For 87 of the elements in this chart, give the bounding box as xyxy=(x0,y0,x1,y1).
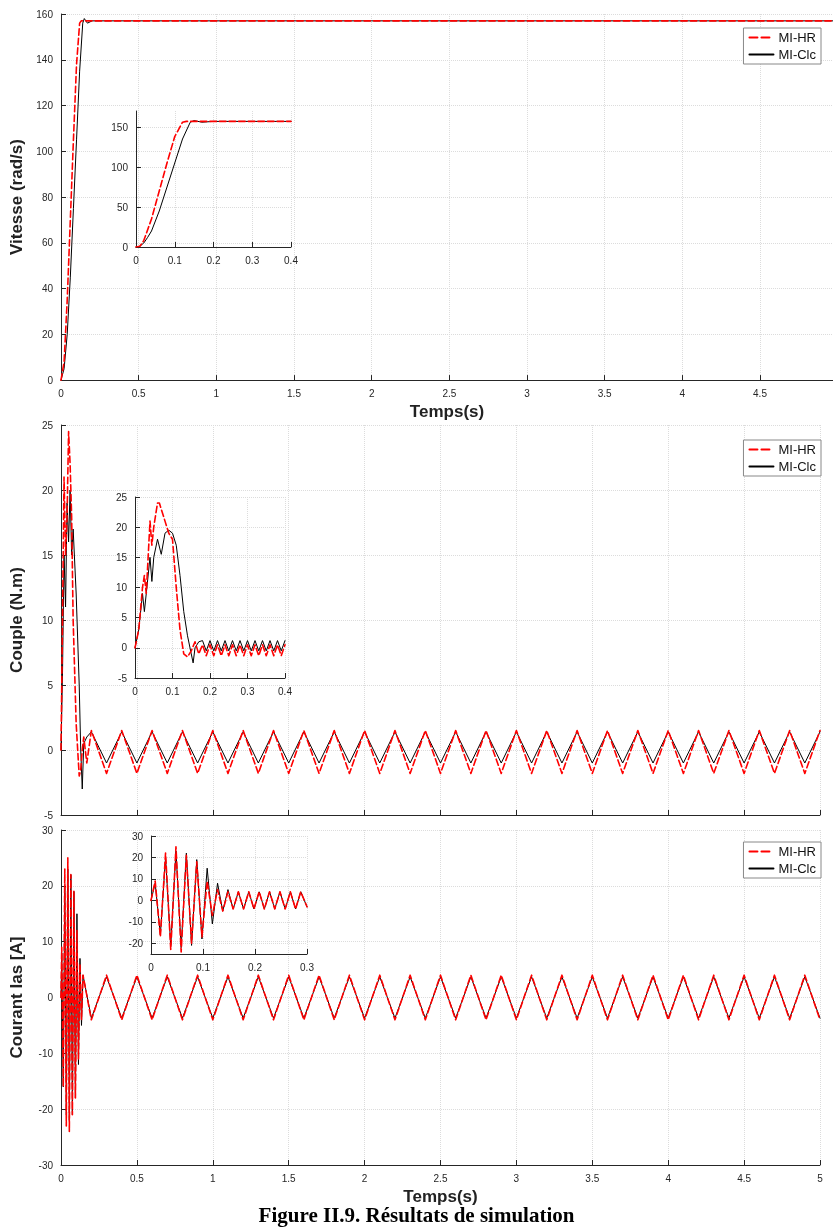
y-tick-label: 0 xyxy=(122,241,129,253)
y-tick-label: -20 xyxy=(38,1103,54,1115)
line-series xyxy=(134,529,286,664)
y-tick-label: 20 xyxy=(41,880,54,892)
y-tick-label: 20 xyxy=(41,328,54,340)
y-tick-label: -10 xyxy=(128,916,144,928)
x-tick-label: 2.5 xyxy=(433,1172,448,1184)
y-tick-label: 30 xyxy=(41,824,54,836)
y-tick-label: 15 xyxy=(115,551,128,563)
y-tick-label: 120 xyxy=(36,100,54,112)
legend-label: MI-HR xyxy=(778,30,816,45)
x-tick-label: 1 xyxy=(210,1172,217,1184)
x-tick-label: 0.5 xyxy=(129,1172,145,1184)
x-tick-label: 5 xyxy=(817,1172,824,1184)
y-tick-label: 20 xyxy=(41,484,54,496)
y-tick-label: 10 xyxy=(115,582,128,593)
y-tick-label: 30 xyxy=(131,830,144,842)
x-tick-label: 1.5 xyxy=(281,1172,297,1184)
legend-label: MI-Clc xyxy=(778,861,817,876)
x-tick-label: 0.1 xyxy=(167,254,183,266)
x-tick-label: 0.3 xyxy=(245,254,260,266)
x-tick-label: 2.5 xyxy=(442,387,457,399)
x-tick-label: 4.5 xyxy=(737,1172,752,1184)
x-tick-label: 3 xyxy=(524,387,531,399)
y-axis-title: Vitesse (rad/s) xyxy=(7,139,26,256)
y-tick-label: 5 xyxy=(121,612,128,624)
y-tick-label: 150 xyxy=(111,121,129,133)
x-tick-label: 0.3 xyxy=(300,961,315,973)
line-series xyxy=(134,502,286,658)
x-tick-label: 0 xyxy=(58,387,65,399)
x-tick-label: 0.4 xyxy=(284,254,299,266)
y-tick-label: 0 xyxy=(121,642,128,654)
y-tick-label: 0 xyxy=(47,374,54,386)
y-tick-label: 15 xyxy=(41,549,54,561)
x-tick-label: 2 xyxy=(368,387,375,399)
x-tick-label: 0.3 xyxy=(240,685,255,697)
x-tick-label: 4.5 xyxy=(753,387,768,399)
y-tick-label: -10 xyxy=(38,1047,54,1059)
y-tick-label: 10 xyxy=(41,936,54,948)
x-axis-title: Temps(s) xyxy=(409,402,485,421)
y-tick-label: 100 xyxy=(36,145,54,157)
x-tick-label: 0.2 xyxy=(248,961,263,973)
x-tick-label: 0.2 xyxy=(203,685,218,697)
y-axis-title: Couple (N.m) xyxy=(7,567,26,673)
y-tick-label: 0 xyxy=(47,992,54,1003)
legend-label: MI-HR xyxy=(778,442,816,457)
y-tick-label: -5 xyxy=(44,809,54,821)
y-axis-title: Courant Ias [A] xyxy=(7,936,26,1059)
x-tick-label: 4 xyxy=(665,1172,672,1184)
y-tick-label: 50 xyxy=(116,201,129,213)
x-tick-label: 3.5 xyxy=(585,1172,600,1184)
legend-label: MI-HR xyxy=(778,844,816,859)
x-tick-label: 0 xyxy=(148,961,155,973)
y-tick-label: 20 xyxy=(131,851,144,863)
x-tick-label: 4 xyxy=(679,387,686,399)
line-series xyxy=(60,430,821,777)
line-series xyxy=(60,489,821,790)
y-tick-label: 25 xyxy=(115,491,128,503)
x-tick-label: 0.2 xyxy=(206,254,221,266)
y-tick-label: 60 xyxy=(41,237,54,249)
x-tick-label: 2 xyxy=(361,1172,368,1184)
y-tick-label: 0 xyxy=(47,744,54,756)
x-tick-label: 0.5 xyxy=(131,387,147,399)
x-tick-label: 0 xyxy=(58,1172,65,1184)
y-tick-label: 160 xyxy=(36,8,54,20)
y-tick-label: 25 xyxy=(41,419,54,431)
y-tick-label: 80 xyxy=(41,191,54,203)
y-tick-label: 140 xyxy=(36,54,54,66)
legend-label: MI-Clc xyxy=(778,459,817,474)
y-tick-label: -20 xyxy=(128,937,144,949)
y-tick-label: -30 xyxy=(38,1159,54,1171)
legend-label: MI-Clc xyxy=(778,47,817,62)
x-tick-label: 0.4 xyxy=(278,685,293,697)
x-tick-label: 1 xyxy=(213,387,220,399)
x-tick-label: 3.5 xyxy=(597,387,613,399)
x-tick-label: 0.1 xyxy=(196,961,211,973)
x-tick-label: 1.5 xyxy=(287,387,302,399)
y-tick-label: 10 xyxy=(131,873,144,885)
x-tick-label: 0.1 xyxy=(165,685,180,697)
x-axis-title: Temps(s) xyxy=(403,1186,478,1206)
x-tick-label: 3 xyxy=(513,1172,520,1184)
y-tick-label: 10 xyxy=(41,614,54,626)
y-tick-label: 20 xyxy=(115,521,128,533)
y-tick-label: 100 xyxy=(111,161,129,173)
y-tick-label: 40 xyxy=(41,283,54,295)
y-tick-label: 0 xyxy=(137,894,144,906)
y-tick-label: -5 xyxy=(118,672,128,684)
